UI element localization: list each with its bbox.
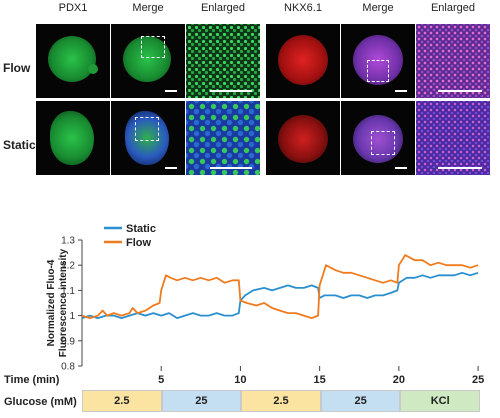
header-pdx1: PDX1 <box>58 2 88 14</box>
y-tick-label: 1 <box>69 311 75 322</box>
y-axis-title: Normalized Fluo-4Fluorescence intensity <box>46 248 69 357</box>
row-label-flow: Flow <box>3 61 31 75</box>
image-static-enlarged-purple <box>416 101 490 175</box>
scale-bar <box>438 90 482 92</box>
header-enlarged-1: Enlarged <box>200 2 246 14</box>
y-tick-label: 0.9 <box>61 336 75 347</box>
scale-bar <box>210 90 252 92</box>
zoom-region-box <box>141 36 165 58</box>
y-tick-label: 0.8 <box>61 362 75 373</box>
header-merge-1: Merge <box>132 2 164 14</box>
glucose-segment: 25 <box>161 390 242 412</box>
zoom-region-box <box>371 131 395 155</box>
header-nkx61: NKX6.1 <box>284 2 322 14</box>
zoom-region-box <box>367 60 389 82</box>
glucose-segment: 2.5 <box>241 390 321 412</box>
series-line-flow <box>81 254 479 319</box>
image-flow-merge-green <box>111 24 185 98</box>
image-flow-pdx1 <box>36 24 110 98</box>
legend-label-flow: Flow <box>126 237 151 249</box>
zoom-region-box <box>135 117 159 141</box>
x-axis-title: Time (min) <box>4 374 60 386</box>
x-tick-label: 10 <box>234 374 246 386</box>
image-static-enlarged-green <box>186 101 260 175</box>
image-static-merge-green <box>111 101 185 175</box>
glucose-label: Glucose (mM) <box>4 396 77 408</box>
image-static-pdx1 <box>36 101 110 175</box>
y-tick-label: 1.1 <box>61 286 75 297</box>
image-flow-enlarged-green <box>186 24 260 98</box>
x-tick-label: 5 <box>158 374 164 386</box>
y-axis-title-line: Normalized Fluo-4 <box>46 259 57 346</box>
image-static-nkx61 <box>266 101 340 175</box>
x-tick-label: 20 <box>393 374 405 386</box>
glucose-segment: 2.5 <box>82 390 162 412</box>
series-line-static <box>81 271 479 319</box>
image-flow-merge-purple <box>341 24 415 98</box>
x-tick-label: 25 <box>472 374 484 386</box>
scale-bar <box>165 90 177 92</box>
scale-bar <box>395 90 407 92</box>
glucose-segment: KCl <box>400 390 480 412</box>
image-flow-nkx61 <box>266 24 340 98</box>
y-axis-title-line: Fluorescence intensity <box>58 248 69 357</box>
header-merge-2: Merge <box>362 2 394 14</box>
image-static-merge-purple <box>341 101 415 175</box>
scale-bar <box>210 167 252 169</box>
legend-label-static: Static <box>126 223 156 235</box>
scale-bar <box>438 167 482 169</box>
y-tick-label: 1.3 <box>61 236 75 247</box>
y-tick-label: 1.2 <box>61 261 75 272</box>
image-flow-enlarged-purple <box>416 24 490 98</box>
glucose-segment: 25 <box>320 390 401 412</box>
scale-bar <box>165 167 177 169</box>
x-tick-label: 15 <box>314 374 326 386</box>
scale-bar <box>395 167 407 169</box>
row-label-static: Static <box>3 138 36 152</box>
header-enlarged-2: Enlarged <box>430 2 476 14</box>
